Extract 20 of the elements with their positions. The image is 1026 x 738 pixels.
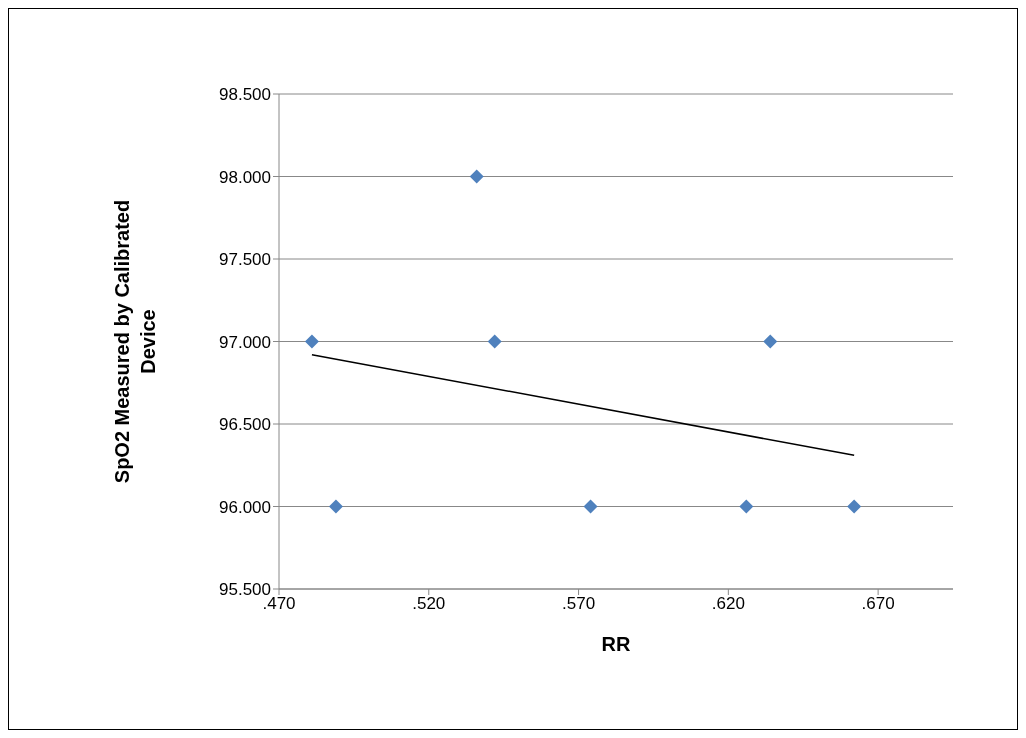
point bbox=[469, 169, 484, 184]
x-tick-label: .520 bbox=[412, 594, 446, 614]
y-axis-title: SpO2 Measured by Calibrated Device bbox=[111, 199, 159, 484]
y-tick-label: 96.000 bbox=[219, 497, 271, 517]
point bbox=[847, 499, 862, 514]
point bbox=[328, 499, 343, 514]
x-tick-label: .670 bbox=[861, 594, 895, 614]
x-tick-label: .620 bbox=[711, 594, 745, 614]
x-tick-label: .570 bbox=[562, 594, 596, 614]
point bbox=[739, 499, 754, 514]
point bbox=[763, 334, 778, 349]
y-tick-label: 97.500 bbox=[219, 250, 271, 270]
point bbox=[583, 499, 598, 514]
y-tick-label: 96.500 bbox=[219, 415, 271, 435]
y-tick-label: 98.500 bbox=[219, 85, 271, 105]
y-tick-label: 97.000 bbox=[219, 332, 271, 352]
y-tick-label: 98.000 bbox=[219, 167, 271, 187]
x-axis-title: RR bbox=[601, 633, 631, 655]
point bbox=[487, 334, 502, 349]
point bbox=[304, 334, 319, 349]
